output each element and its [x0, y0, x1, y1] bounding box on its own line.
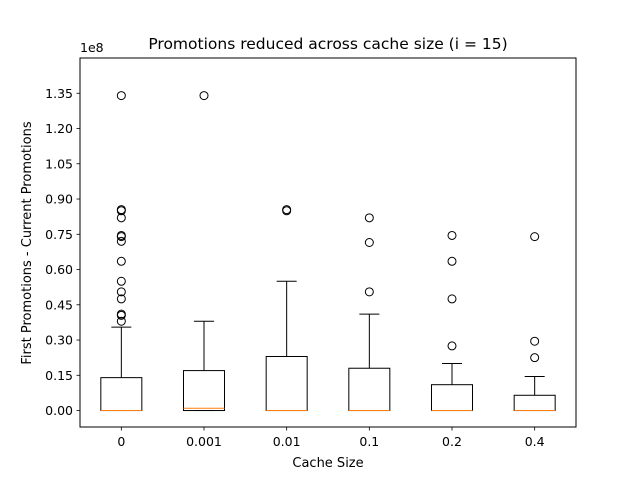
y-tick-label: 0.90: [45, 192, 73, 207]
x-tick-label: 0.4: [525, 434, 545, 449]
x-tick-label: 0.01: [273, 434, 301, 449]
outlier-point: [116, 310, 126, 320]
outlier-point: [116, 276, 126, 286]
box-iqr: [183, 370, 225, 412]
outlier-point: [364, 287, 374, 297]
box-iqr: [265, 355, 308, 412]
y-tick-label: 0.45: [45, 297, 73, 312]
outlier-point: [116, 213, 126, 223]
outlier-point: [447, 256, 457, 266]
y-tick-label: 0.15: [45, 368, 73, 383]
box-iqr: [431, 384, 473, 412]
y-offset-label: 1e8: [80, 40, 104, 55]
outlier-point: [530, 336, 540, 346]
y-tick-label: 0.60: [45, 262, 73, 277]
outlier-point: [116, 236, 126, 246]
y-axis-label: First Promotions - Current Promotions: [20, 121, 35, 364]
x-tick-label: 0.001: [186, 434, 222, 449]
box-iqr: [100, 377, 143, 412]
outlier-point: [364, 238, 374, 247]
plot-area-frame: [79, 57, 577, 428]
outlier-point: [116, 294, 126, 304]
outlier-point: [116, 316, 126, 326]
y-tick-label: 1.20: [45, 121, 73, 136]
y-tick-label: 0.00: [45, 403, 73, 418]
outlier-point: [447, 230, 457, 240]
outlier-point: [116, 91, 126, 101]
x-tick-label: 0.1: [359, 434, 379, 449]
x-axis-label: Cache Size: [292, 456, 363, 471]
outlier-point: [364, 213, 374, 223]
box-iqr: [348, 367, 391, 412]
y-tick-label: 0.75: [45, 227, 73, 242]
outlier-point: [447, 294, 457, 304]
outlier-point: [447, 341, 457, 351]
chart-title: Promotions reduced across cache size (i …: [148, 35, 507, 53]
y-tick-label: 1.05: [45, 156, 73, 171]
outlier-point: [116, 287, 126, 297]
outlier-point: [116, 232, 126, 242]
outlier-point: [530, 353, 540, 363]
outlier-point: [116, 256, 126, 266]
y-tick-label: 1.35: [45, 86, 73, 101]
outlier-point: [116, 206, 126, 216]
outlier-point: [282, 206, 292, 216]
y-tick-label: 0.30: [45, 333, 73, 348]
box-iqr: [513, 394, 556, 412]
x-tick-label: 0.2: [442, 434, 462, 449]
outlier-point: [530, 232, 540, 242]
outlier-point: [199, 91, 209, 101]
x-tick-label: 0: [117, 434, 125, 449]
